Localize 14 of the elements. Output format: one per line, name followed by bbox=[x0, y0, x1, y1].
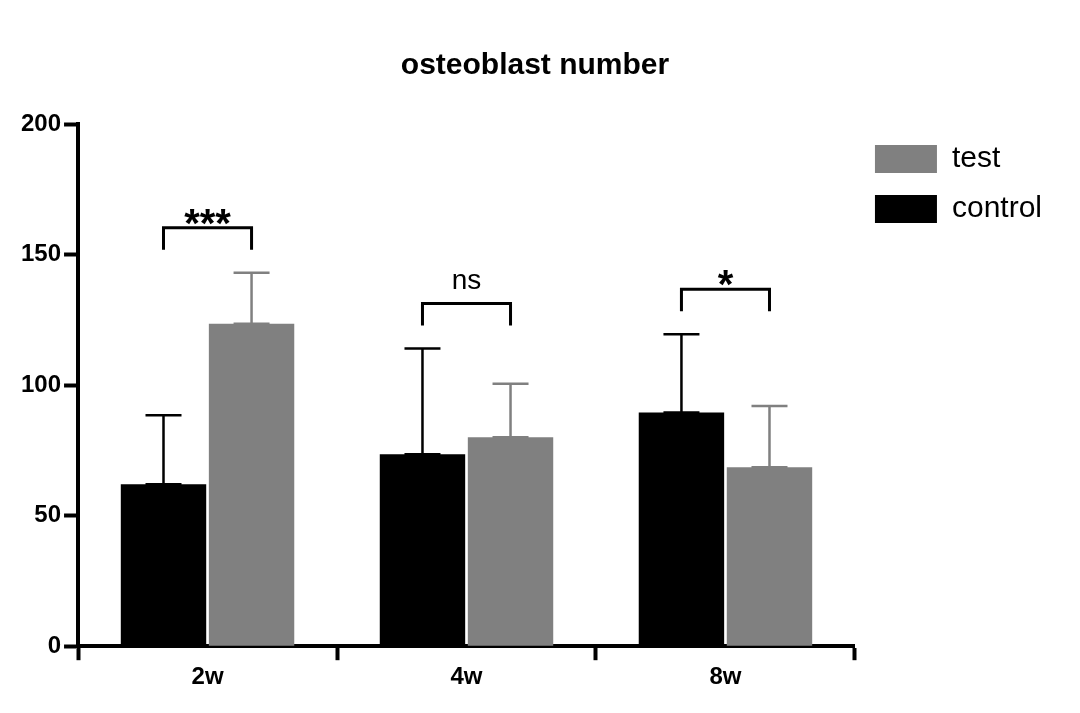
legend-label: control bbox=[951, 190, 1042, 224]
y-tick-label: 50 bbox=[34, 500, 62, 528]
y-tick-label: 0 bbox=[47, 630, 62, 658]
chart-title: osteoblast number bbox=[400, 47, 670, 81]
x-tick-label: 4w bbox=[450, 662, 483, 690]
annotation: * bbox=[717, 262, 734, 307]
annotation: *** bbox=[184, 200, 232, 245]
annotation: ns bbox=[451, 264, 482, 296]
x-tick-label: 2w bbox=[191, 662, 224, 690]
x-tick-label: 8w bbox=[709, 662, 742, 690]
y-tick-label: 100 bbox=[21, 369, 62, 397]
y-tick-label: 150 bbox=[21, 239, 62, 267]
legend-label: test bbox=[951, 140, 1001, 174]
y-tick-label: 200 bbox=[21, 108, 62, 136]
